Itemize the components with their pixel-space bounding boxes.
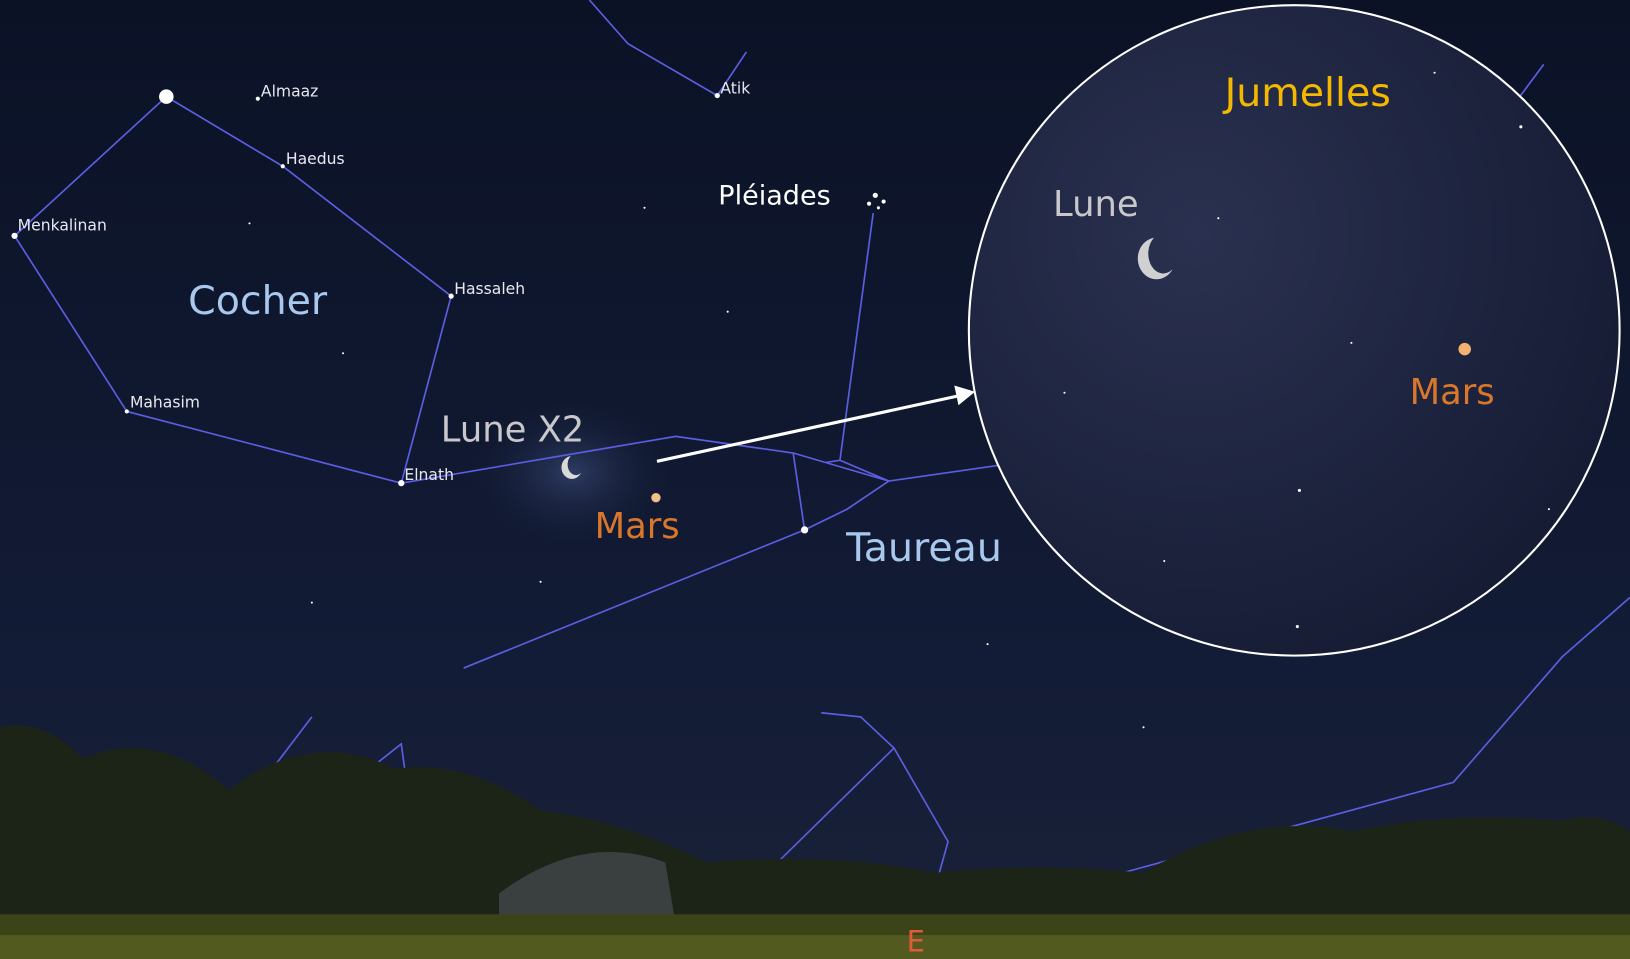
object-label: Mars <box>595 506 680 547</box>
star-label: Elnath <box>404 466 454 484</box>
object-label: Lune X2 <box>441 410 585 451</box>
star-label: Hassaleh <box>454 280 525 298</box>
mars <box>651 493 660 502</box>
constellation-label: Taureau <box>845 525 1002 571</box>
object-label: Pléiades <box>718 181 830 212</box>
star-label: Almaaz <box>261 83 318 101</box>
inset-label: Mars <box>1410 372 1495 413</box>
star-label: Mahasim <box>130 393 200 411</box>
inset-label: Lune <box>1053 184 1139 225</box>
constellation-label: Cocher <box>188 278 328 324</box>
inset-title: Jumelles <box>1222 70 1391 116</box>
star-label: Atik <box>720 80 750 98</box>
direction-label: E <box>907 925 925 959</box>
sky-map: Almaaz Atik Haedus Menkalinan Hassaleh M… <box>0 0 1630 959</box>
star-label: Haedus <box>286 150 345 168</box>
binocular-view: Jumelles Lune Mars <box>969 5 1620 655</box>
page: Almaaz Atik Haedus Menkalinan Hassaleh M… <box>0 0 1630 959</box>
star-label: Menkalinan <box>18 217 107 235</box>
